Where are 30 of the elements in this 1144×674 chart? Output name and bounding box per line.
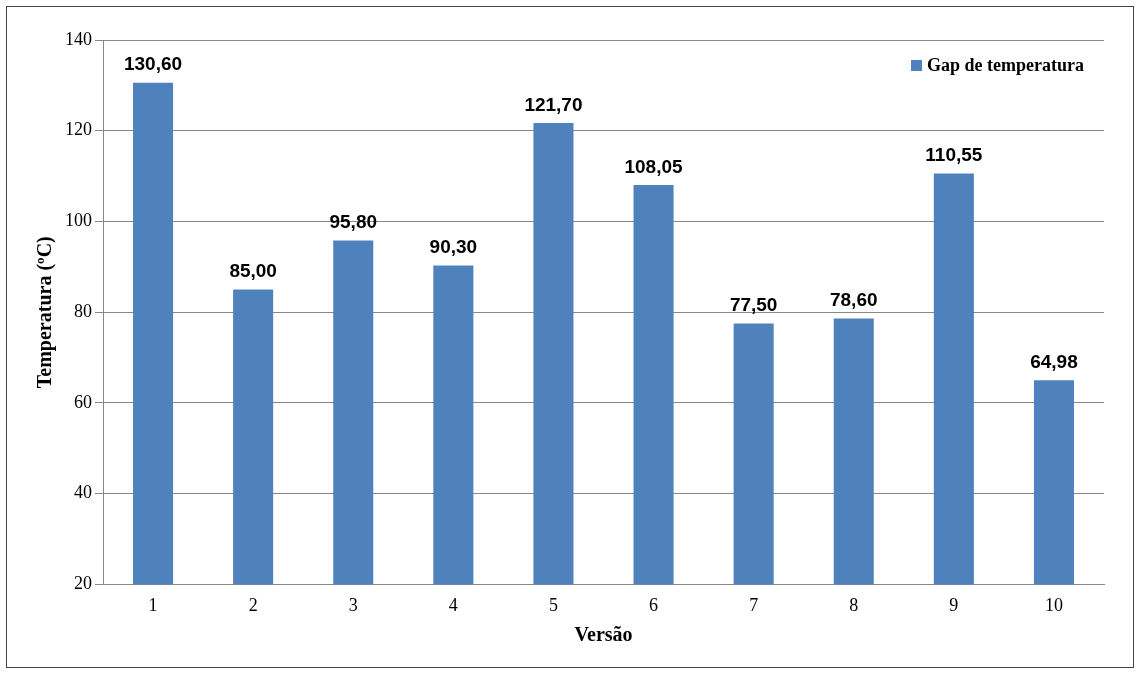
x-axis-title: Versão xyxy=(574,623,633,646)
x-tick-label: 1 xyxy=(148,594,158,615)
data-label: 78,60 xyxy=(829,289,878,311)
y-tick-label: 40 xyxy=(74,482,92,503)
data-label: 64,98 xyxy=(1030,351,1078,373)
data-label: 95,80 xyxy=(329,211,378,233)
legend-label: Gap de temperatura xyxy=(927,54,1085,75)
y-tick-label: 100 xyxy=(65,210,92,231)
data-label: 90,30 xyxy=(429,236,478,258)
data-label: 130,60 xyxy=(123,53,183,75)
x-tick-label: 8 xyxy=(849,594,859,615)
data-label: 110,55 xyxy=(925,144,983,166)
x-tick-label: 9 xyxy=(949,594,959,615)
x-tick-label: 10 xyxy=(1044,594,1063,615)
x-tick-label: 5 xyxy=(548,594,558,615)
x-tick-label: 6 xyxy=(649,594,659,615)
y-tick-label: 80 xyxy=(74,300,92,321)
y-tick-label: 20 xyxy=(74,573,92,594)
data-label: 85,00 xyxy=(229,260,277,282)
x-tick-label: 4 xyxy=(448,594,458,615)
data-label: 77,50 xyxy=(729,294,778,316)
data-label: 108,05 xyxy=(624,155,684,177)
y-tick-label: 140 xyxy=(65,28,92,49)
data-label: 121,70 xyxy=(524,93,583,115)
x-tick-label: 3 xyxy=(348,594,358,615)
y-tick-label: 120 xyxy=(65,119,92,140)
y-axis-title: Temperatura (ºC) xyxy=(33,236,57,389)
x-tick-label: 7 xyxy=(749,594,759,615)
y-tick-label: 60 xyxy=(74,391,92,412)
x-tick-label: 2 xyxy=(248,594,258,615)
